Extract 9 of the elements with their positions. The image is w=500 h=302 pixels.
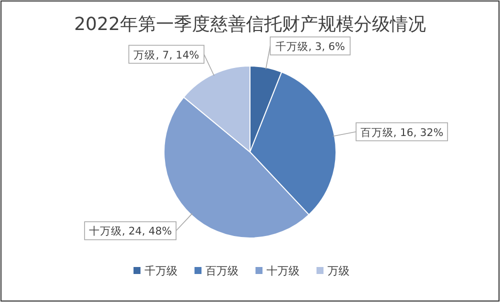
data-label: 十万级, 24, 48% [88,224,172,238]
legend-label: 千万级 [144,264,178,278]
data-label: 千万级, 3, 6% [275,40,346,53]
legend-label: 百万级 [206,264,238,278]
data-label: 万级, 7, 14% [134,49,200,62]
chart-title: 2022年第一季度慈善信托财产规模分级情况 [74,14,426,35]
data-label: 百万级, 16, 32% [360,126,444,139]
legend-label: 十万级 [266,264,300,278]
legend-label: 万级 [328,264,350,278]
